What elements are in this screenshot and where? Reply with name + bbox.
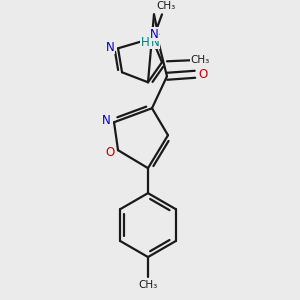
Text: O: O	[198, 68, 208, 81]
Text: O: O	[105, 146, 115, 159]
Text: N: N	[151, 36, 159, 49]
Text: H: H	[141, 36, 149, 49]
Text: CH₃: CH₃	[190, 55, 210, 65]
Text: N: N	[106, 41, 114, 54]
Text: N: N	[150, 28, 158, 41]
Text: CH₃: CH₃	[138, 280, 158, 290]
Text: CH₃: CH₃	[156, 2, 176, 11]
Text: N: N	[102, 114, 110, 127]
